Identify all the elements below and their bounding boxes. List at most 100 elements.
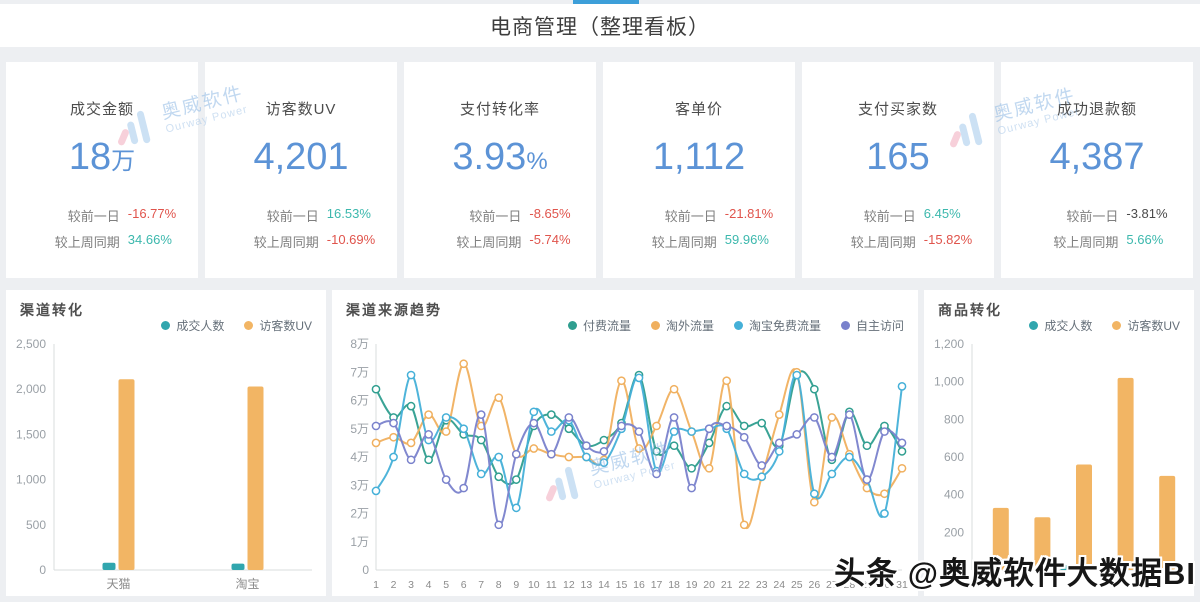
kpi-value: 4,387 bbox=[1049, 136, 1145, 178]
legend-dot bbox=[161, 321, 171, 330]
legend-dot bbox=[650, 321, 660, 330]
kpi-stats: 较前一日 6.45% 较上周同期 -15.82% bbox=[802, 206, 994, 251]
channel-conversion-bar-chart[interactable]: 0 500 1,000 1,500 2,000 2,500 天猫 淘宝 bbox=[6, 334, 326, 596]
legend-dot bbox=[733, 321, 743, 330]
kpi-stat-value: 34.66% bbox=[127, 232, 172, 247]
svg-text:8万: 8万 bbox=[350, 337, 369, 351]
svg-text:1,000: 1,000 bbox=[16, 473, 46, 487]
legend-item-direct-visit[interactable]: 自主访问 bbox=[840, 317, 904, 334]
svg-text:14: 14 bbox=[598, 579, 610, 591]
legend-item-external-traffic[interactable]: 淘外流量 bbox=[650, 317, 714, 334]
dashboard-header: 电商管理（整理看板） bbox=[0, 4, 1200, 47]
kpi-stat-label: 较前一日 bbox=[266, 209, 319, 224]
svg-text:9: 9 bbox=[513, 579, 519, 591]
svg-text:2,500: 2,500 bbox=[16, 337, 46, 351]
kpi-stat-label: 较前一日 bbox=[67, 209, 120, 224]
kpi-stat-label: 较上周同期 bbox=[456, 235, 522, 250]
svg-text:5: 5 bbox=[443, 579, 449, 591]
svg-text:6: 6 bbox=[461, 579, 467, 591]
svg-text:0: 0 bbox=[39, 563, 46, 577]
svg-text:5万: 5万 bbox=[350, 422, 369, 436]
svg-text:27: 27 bbox=[826, 579, 838, 591]
svg-text:22: 22 bbox=[738, 579, 750, 591]
toutiao-watermark: 头条 @奥威软件大数据BI bbox=[834, 556, 1196, 591]
legend-item-buyers[interactable]: 成交人数 bbox=[1029, 317, 1092, 334]
svg-text:4万: 4万 bbox=[350, 450, 369, 464]
kpi-stat-value: -8.65% bbox=[529, 206, 571, 221]
svg-text:8: 8 bbox=[496, 579, 502, 591]
kpi-value: 3.93% bbox=[452, 136, 548, 178]
svg-text:1,000: 1,000 bbox=[934, 375, 964, 389]
page-title: 电商管理（整理看板） bbox=[490, 15, 710, 39]
svg-text:1万: 1万 bbox=[350, 535, 369, 549]
kpi-stat-label: 较前一日 bbox=[1066, 209, 1119, 224]
legend-item-buyers[interactable]: 成交人数 bbox=[161, 317, 224, 334]
kpi-stats: 较前一日 -21.81% 较上周同期 59.96% bbox=[603, 206, 795, 251]
svg-text:24: 24 bbox=[773, 579, 785, 591]
panel-title: 商品转化 bbox=[938, 302, 1002, 318]
svg-text:30: 30 bbox=[879, 579, 891, 591]
kpi-stats: 较前一日 -8.65% 较上周同期 -5.74% bbox=[404, 206, 596, 251]
svg-text:12: 12 bbox=[563, 579, 575, 591]
legend-dot bbox=[1029, 321, 1039, 330]
kpi-value: 18万 bbox=[68, 136, 136, 178]
svg-text:31: 31 bbox=[896, 579, 908, 591]
svg-text:400: 400 bbox=[944, 488, 964, 502]
svg-text:7: 7 bbox=[478, 579, 484, 591]
kpi-value: 1,112 bbox=[652, 136, 746, 178]
channel-source-trend-line-chart[interactable]: 0 1万 2万 3万 4万 5万 6万 7万 8万 1 2 3 4 5 6 7 8 9 10 11 12 13 14 15 16… bbox=[332, 334, 918, 596]
svg-text:19: 19 bbox=[686, 579, 698, 591]
legend: 付费流量 淘外流量 淘宝免费流量 自主访问 bbox=[567, 317, 904, 334]
legend-item-paid-traffic[interactable]: 付费流量 bbox=[567, 317, 631, 334]
svg-text:15: 15 bbox=[616, 579, 628, 591]
panel-title: 渠道转化 bbox=[20, 302, 84, 318]
kpi-stat-value: 6.45% bbox=[923, 206, 961, 221]
kpi-card-avg-order-value: 客单价 1,112 较前一日 -21.81% 较上周同期 59.96% bbox=[603, 62, 795, 278]
kpi-card-transaction-amount: 成交金额 18万 较前一日 -16.77% 较上周同期 34.66% bbox=[6, 62, 198, 278]
kpi-stats: 较前一日 16.53% 较上周同期 -10.69% bbox=[205, 206, 397, 251]
kpi-stat-value: -16.77% bbox=[127, 206, 177, 221]
kpi-stat-label: 较上周同期 bbox=[54, 235, 120, 250]
kpi-stat-label: 较上周同期 bbox=[253, 235, 319, 250]
legend-item-visitors[interactable]: 访客数UV bbox=[244, 317, 312, 334]
kpi-stat-label: 较前一日 bbox=[863, 209, 916, 224]
svg-text:500: 500 bbox=[26, 518, 46, 532]
svg-text:4: 4 bbox=[426, 579, 432, 591]
svg-text:23: 23 bbox=[756, 579, 768, 591]
kpi-value: 165 bbox=[866, 136, 930, 178]
legend-item-visitors[interactable]: 访客数UV bbox=[1112, 317, 1180, 334]
kpi-card-payment-conversion: 支付转化率 3.93% 较前一日 -8.65% 较上周同期 -5.74% bbox=[404, 62, 596, 278]
kpi-stat-value: 59.96% bbox=[724, 232, 769, 247]
panel-product-conversion: 商品转化 成交人数 访客数UV 0 200 400 600 800 1,000 1,200 bbox=[924, 290, 1194, 596]
kpi-stats: 较前一日 -16.77% 较上周同期 34.66% bbox=[6, 206, 198, 251]
kpi-card-paying-buyers: 支付买家数 165 较前一日 6.45% 较上周同期 -15.82% bbox=[802, 62, 994, 278]
svg-text:600: 600 bbox=[944, 450, 964, 464]
legend-item-taobao-free-traffic[interactable]: 淘宝免费流量 bbox=[733, 317, 821, 334]
legend: 成交人数 访客数UV bbox=[1029, 317, 1180, 334]
product-conversion-bar-chart[interactable]: 0 200 400 600 800 1,000 1,200 bbox=[924, 334, 1194, 596]
kpi-stat-value: 5.66% bbox=[1126, 232, 1164, 247]
kpi-stat-value: -5.74% bbox=[529, 232, 571, 247]
svg-text:10: 10 bbox=[528, 579, 540, 591]
kpi-value: 4,201 bbox=[253, 136, 349, 178]
svg-text:0: 0 bbox=[362, 563, 369, 577]
kpi-stat-value: -21.81% bbox=[724, 206, 774, 221]
kpi-title: 访客数UV bbox=[265, 101, 337, 118]
kpi-stat-label: 较上周同期 bbox=[1053, 235, 1119, 250]
svg-text:11: 11 bbox=[546, 579, 557, 591]
svg-text:29: 29 bbox=[861, 579, 873, 591]
svg-text:淘宝: 淘宝 bbox=[235, 577, 259, 591]
kpi-card-visitors-uv: 访客数UV 4,201 较前一日 16.53% 较上周同期 -10.69% bbox=[205, 62, 397, 278]
kpi-title: 成交金额 bbox=[69, 101, 134, 118]
kpi-title: 支付转化率 bbox=[459, 101, 540, 118]
legend-dot bbox=[567, 321, 577, 330]
legend-dot bbox=[1112, 321, 1122, 330]
panel-channel-conversion: 渠道转化 成交人数 访客数UV 0 500 1,000 1,500 2,000 2,500… bbox=[6, 290, 326, 596]
svg-text:3: 3 bbox=[408, 579, 414, 591]
svg-text:1: 1 bbox=[373, 579, 379, 591]
svg-text:2万: 2万 bbox=[350, 507, 369, 521]
svg-text:天猫: 天猫 bbox=[106, 577, 130, 591]
kpi-stat-label: 较前一日 bbox=[469, 209, 522, 224]
kpi-stat-label: 较上周同期 bbox=[651, 235, 717, 250]
